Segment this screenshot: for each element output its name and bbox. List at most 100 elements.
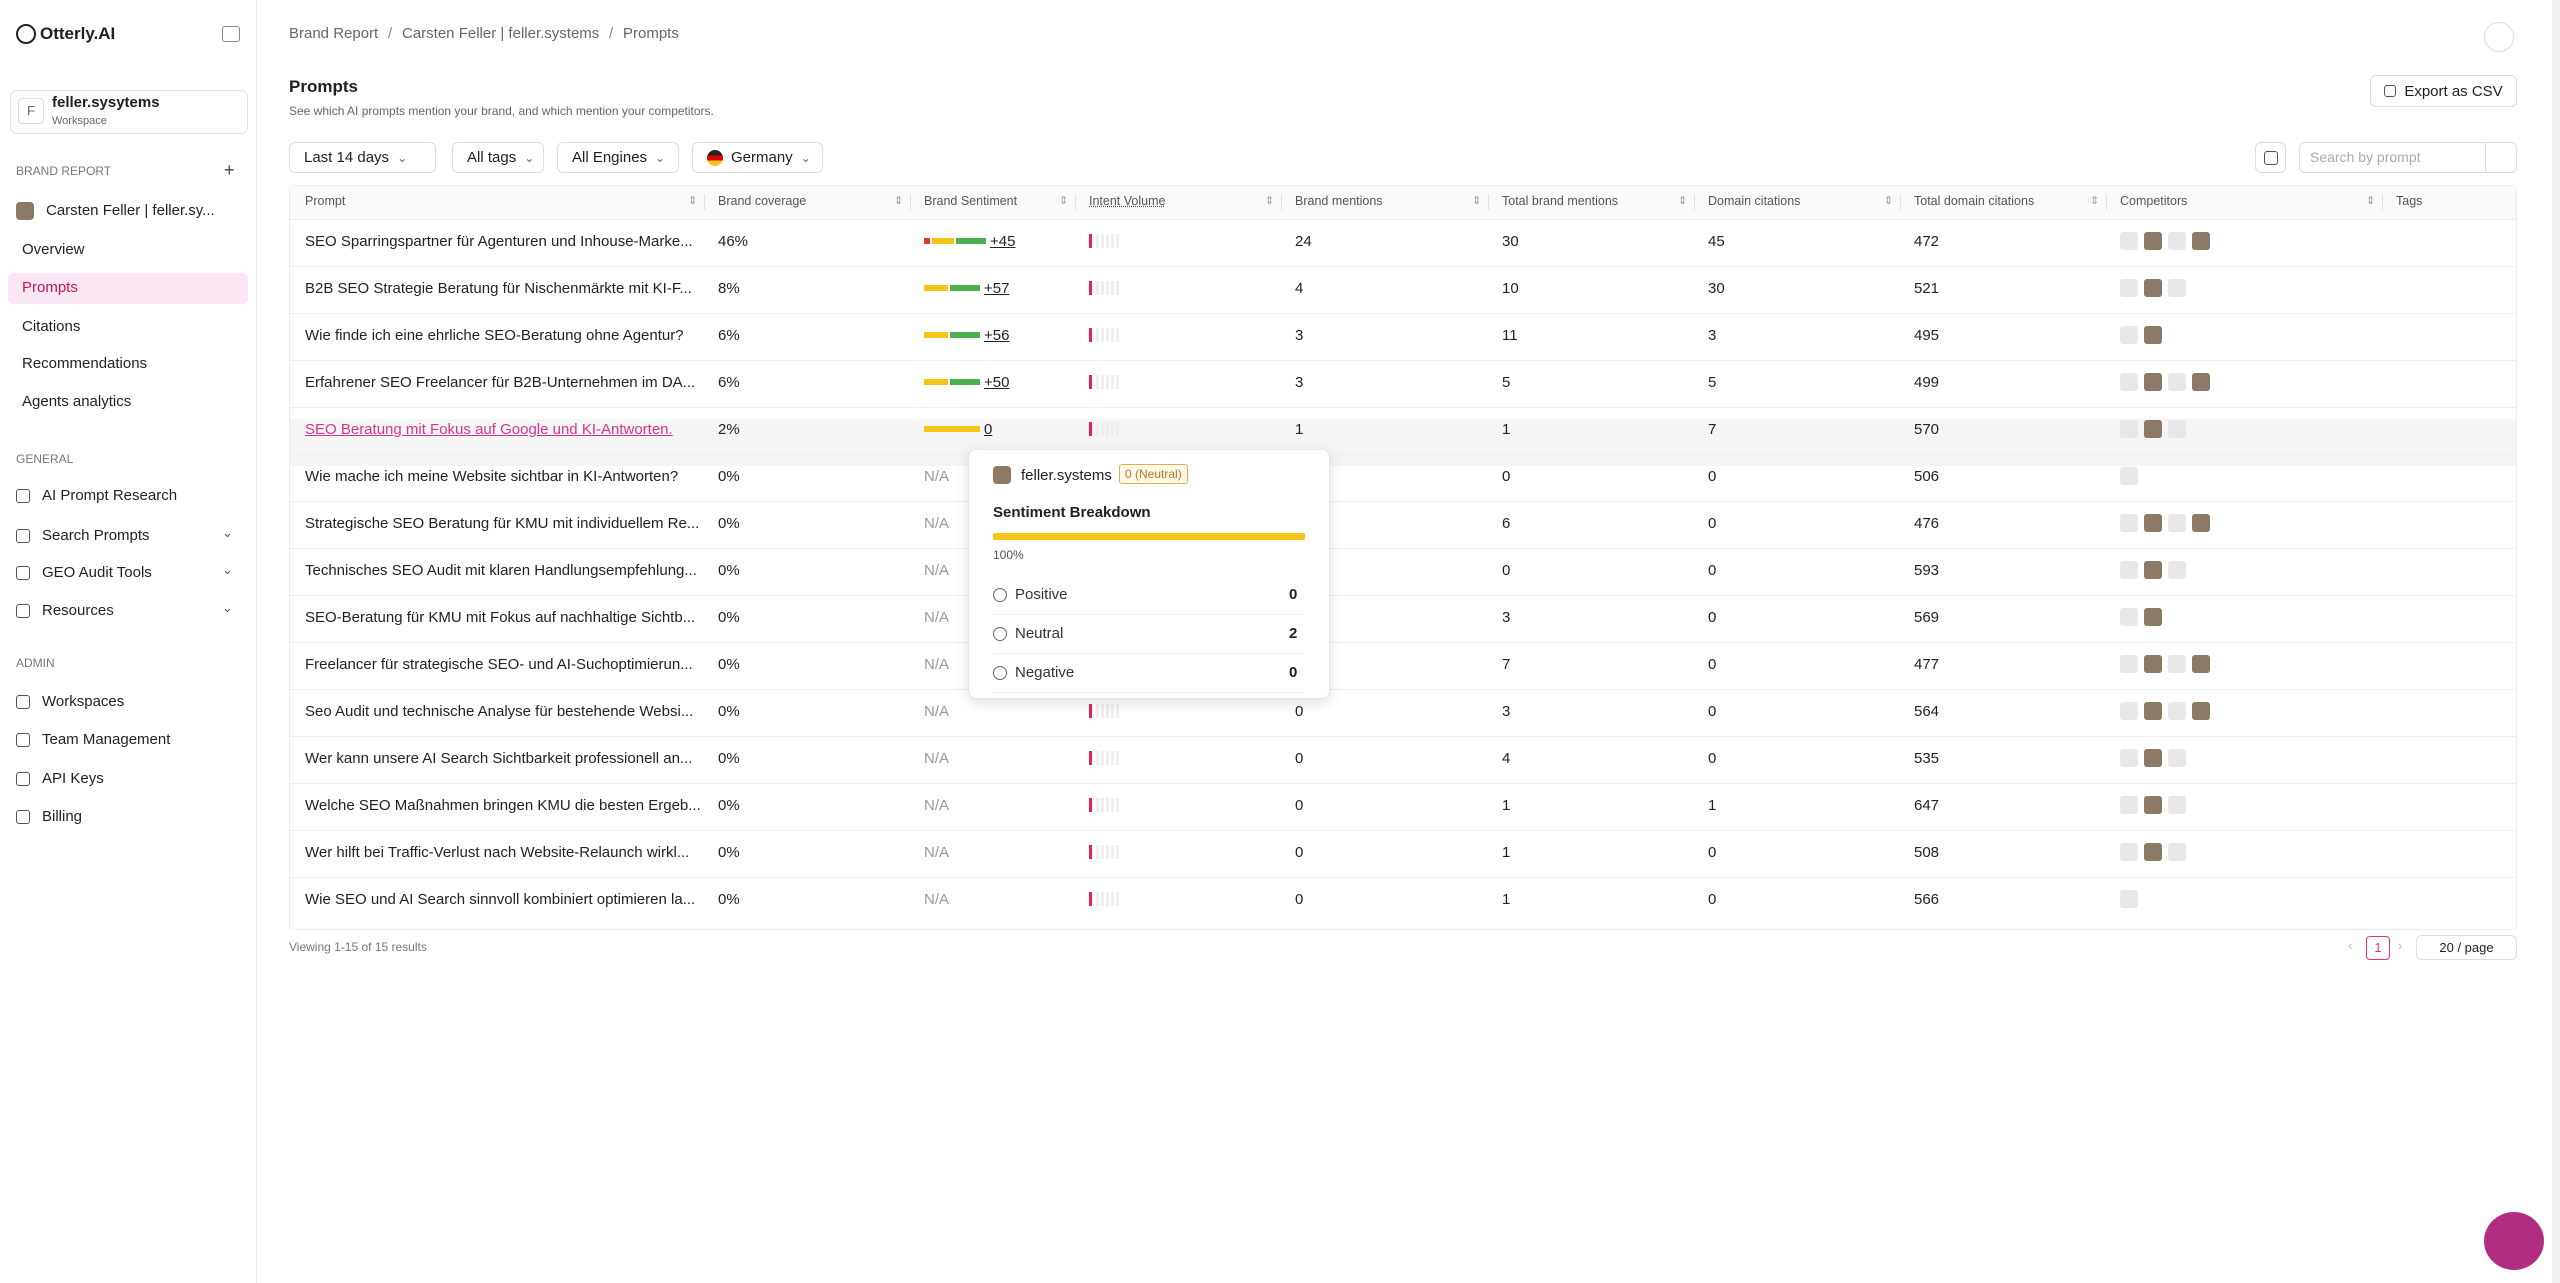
filter-dropdown[interactable]: All tags ⌄ [452,142,544,173]
prompt-text[interactable]: Wie finde ich eine ehrliche SEO-Beratung… [305,327,684,344]
column-header[interactable]: Brand Sentiment [924,194,1018,208]
prompt-text[interactable]: B2B SEO Strategie Beratung für Nischenmä… [305,280,692,297]
breadcrumb-separator: / [609,25,614,42]
cell-text[interactable]: +57 [984,280,1010,297]
cell-text[interactable]: N/A [924,515,950,532]
prompt-text[interactable]: Wer hilft bei Traffic-Verlust nach Websi… [305,844,690,861]
nav-item[interactable]: Agents analytics [22,393,132,410]
row-divider [290,877,2516,878]
columns-button[interactable] [2255,142,2286,173]
sort-icon[interactable]: ⇕ [2366,195,2376,207]
prompt-text[interactable]: Wie SEO und AI Search sinnvoll kombinier… [305,891,696,908]
breadcrumb-item[interactable]: Prompts [623,25,679,42]
prompt-text[interactable]: Wer kann unsere AI Search Sichtbarkeit p… [305,750,693,767]
brand-item[interactable]: Carsten Feller | feller.sy... [46,202,215,219]
nav-item[interactable]: Workspaces [42,693,125,710]
nav-item[interactable]: Citations [22,318,81,335]
column-header[interactable]: Tags [2396,194,2423,208]
add-brand[interactable]: + [224,160,235,180]
cell-text[interactable]: N/A [924,562,950,579]
nav-item[interactable]: API Keys [42,770,104,787]
cell-text[interactable]: N/A [924,844,950,861]
cell-text: 1 [1295,421,1304,438]
nav-item[interactable]: Prompts [22,279,78,296]
column-header[interactable]: Brand coverage [718,194,807,208]
nav-item[interactable]: Recommendations [22,355,148,372]
user-menu[interactable] [2484,22,2514,52]
collapse-sidebar[interactable] [222,26,240,42]
search-input[interactable] [2299,142,2517,173]
expand-chevron[interactable]: ⌄ [222,600,233,615]
prompt-text[interactable]: Welche SEO Maßnahmen bringen KMU die bes… [305,797,701,814]
cell-text[interactable]: 0 [984,421,993,438]
nav-item[interactable]: Overview [22,241,85,258]
intent-volume-step [1101,328,1104,342]
prompt-text[interactable]: Wie mache ich meine Website sichtbar in … [305,468,679,485]
prompt-text[interactable]: SEO Sparringspartner für Agenturen und I… [305,233,693,250]
sentiment-segment [924,379,948,385]
sort-icon[interactable]: ⇕ [688,195,698,207]
page-number[interactable]: 1 [2366,936,2390,960]
prompt-text[interactable]: Technisches SEO Audit mit klaren Handlun… [305,562,697,579]
cell-text[interactable]: N/A [924,891,950,908]
nav-item[interactable]: Search Prompts [42,527,150,544]
cell-text[interactable]: +56 [984,327,1010,344]
column-header[interactable]: Domain citations [1708,194,1801,208]
filter-dropdown[interactable]: Germany ⌄ [692,142,823,173]
nav-item[interactable]: GEO Audit Tools [42,564,152,581]
nav-item[interactable]: Team Management [42,731,171,748]
export-button[interactable]: Export as CSV [2370,75,2517,107]
cell-text[interactable]: N/A [924,750,950,767]
column-divider [704,194,705,210]
column-header[interactable]: Brand mentions [1295,194,1383,208]
page-size[interactable]: 20 / page [2416,935,2517,960]
expand-chevron[interactable]: ⌄ [222,525,233,540]
cell-text[interactable]: +50 [984,374,1010,391]
column-header[interactable]: Total domain citations [1914,194,2035,208]
search-button[interactable] [2485,142,2518,173]
cell-text: 0 [1708,562,1717,579]
nav-item[interactable]: AI Prompt Research [42,487,178,504]
competitor-logo [2144,279,2162,297]
breadcrumb-item[interactable]: Carsten Feller | feller.systems [402,25,600,42]
cell-text[interactable]: N/A [924,609,950,626]
column-header[interactable]: Competitors [2120,194,2188,208]
competitor-logo [2144,420,2162,438]
chevron: ⌄ [397,150,408,165]
cell-text[interactable]: N/A [924,656,950,673]
cell-text[interactable]: N/A [924,797,950,814]
sort-icon[interactable]: ⇕ [1884,195,1894,207]
prompt-text[interactable]: SEO-Beratung für KMU mit Fokus auf nachh… [305,609,696,626]
filter-label: All tags [467,149,517,166]
chat-button[interactable] [2484,1212,2544,1270]
nav-item[interactable]: Billing [42,808,83,825]
next-page[interactable]: › [2398,938,2403,953]
expand-chevron[interactable]: ⌄ [222,562,233,577]
cell-text: 7 [1708,421,1717,438]
filter-dropdown[interactable]: Last 14 days ⌄ [289,142,436,173]
cell-text: 3 [1502,703,1511,720]
prompt-text[interactable]: Strategische SEO Beratung für KMU mit in… [305,515,700,532]
sort-icon[interactable]: ⇕ [1265,195,1275,207]
cell-text[interactable]: N/A [924,703,950,720]
prompt-text[interactable]: Seo Audit und technische Analyse für bes… [305,703,694,720]
prompt-text[interactable]: Erfahrener SEO Freelancer für B2B-Untern… [305,374,696,391]
intent-volume-step [1106,234,1109,248]
sort-icon[interactable]: ⇕ [1678,195,1688,207]
prompt-text[interactable]: Freelancer für strategische SEO- und AI-… [305,656,693,673]
prompt-text[interactable]: SEO Beratung mit Fokus auf Google und KI… [305,421,673,438]
breadcrumb-item[interactable]: Brand Report [289,25,379,42]
filter-dropdown[interactable]: All Engines ⌄ [557,142,679,173]
column-header[interactable]: Prompt [305,194,346,208]
sort-icon[interactable]: ⇕ [2090,195,2100,207]
prev-page[interactable]: ‹ [2348,938,2353,953]
sort-icon[interactable]: ⇕ [1472,195,1482,207]
workspace-switcher[interactable] [10,90,248,134]
cell-text[interactable]: +45 [990,233,1016,250]
sort-icon[interactable]: ⇕ [894,195,904,207]
sort-icon[interactable]: ⇕ [1059,195,1069,207]
column-header[interactable]: Total brand mentions [1502,194,1619,208]
nav-item[interactable]: Resources [42,602,114,619]
column-header[interactable]: Intent Volume [1089,194,1166,208]
cell-text[interactable]: N/A [924,468,950,485]
